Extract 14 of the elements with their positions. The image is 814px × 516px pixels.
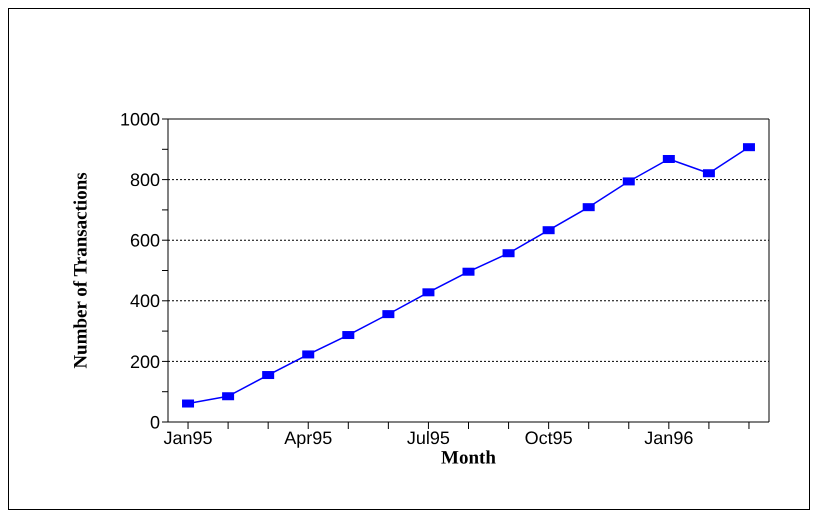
y-tick-label: 400	[130, 291, 160, 312]
x-tick-label: Jan95	[164, 428, 213, 448]
x-tick-label: Apr95	[284, 428, 332, 448]
point	[462, 268, 474, 276]
x-axis-title: Month	[441, 447, 496, 468]
y-tick-label: 1000	[120, 109, 160, 130]
y-tick-label: 0	[150, 412, 160, 432]
y-tick-label: 600	[130, 230, 160, 251]
x-tick-label: Oct95	[524, 428, 573, 448]
y-tick-label: 200	[130, 352, 160, 372]
y-tick-label: 800	[130, 170, 160, 190]
y-axis-title: Number of Transactions	[70, 172, 92, 369]
x-tick-label: Jan96	[644, 428, 694, 448]
x-tick-label: Jul95	[406, 428, 450, 448]
